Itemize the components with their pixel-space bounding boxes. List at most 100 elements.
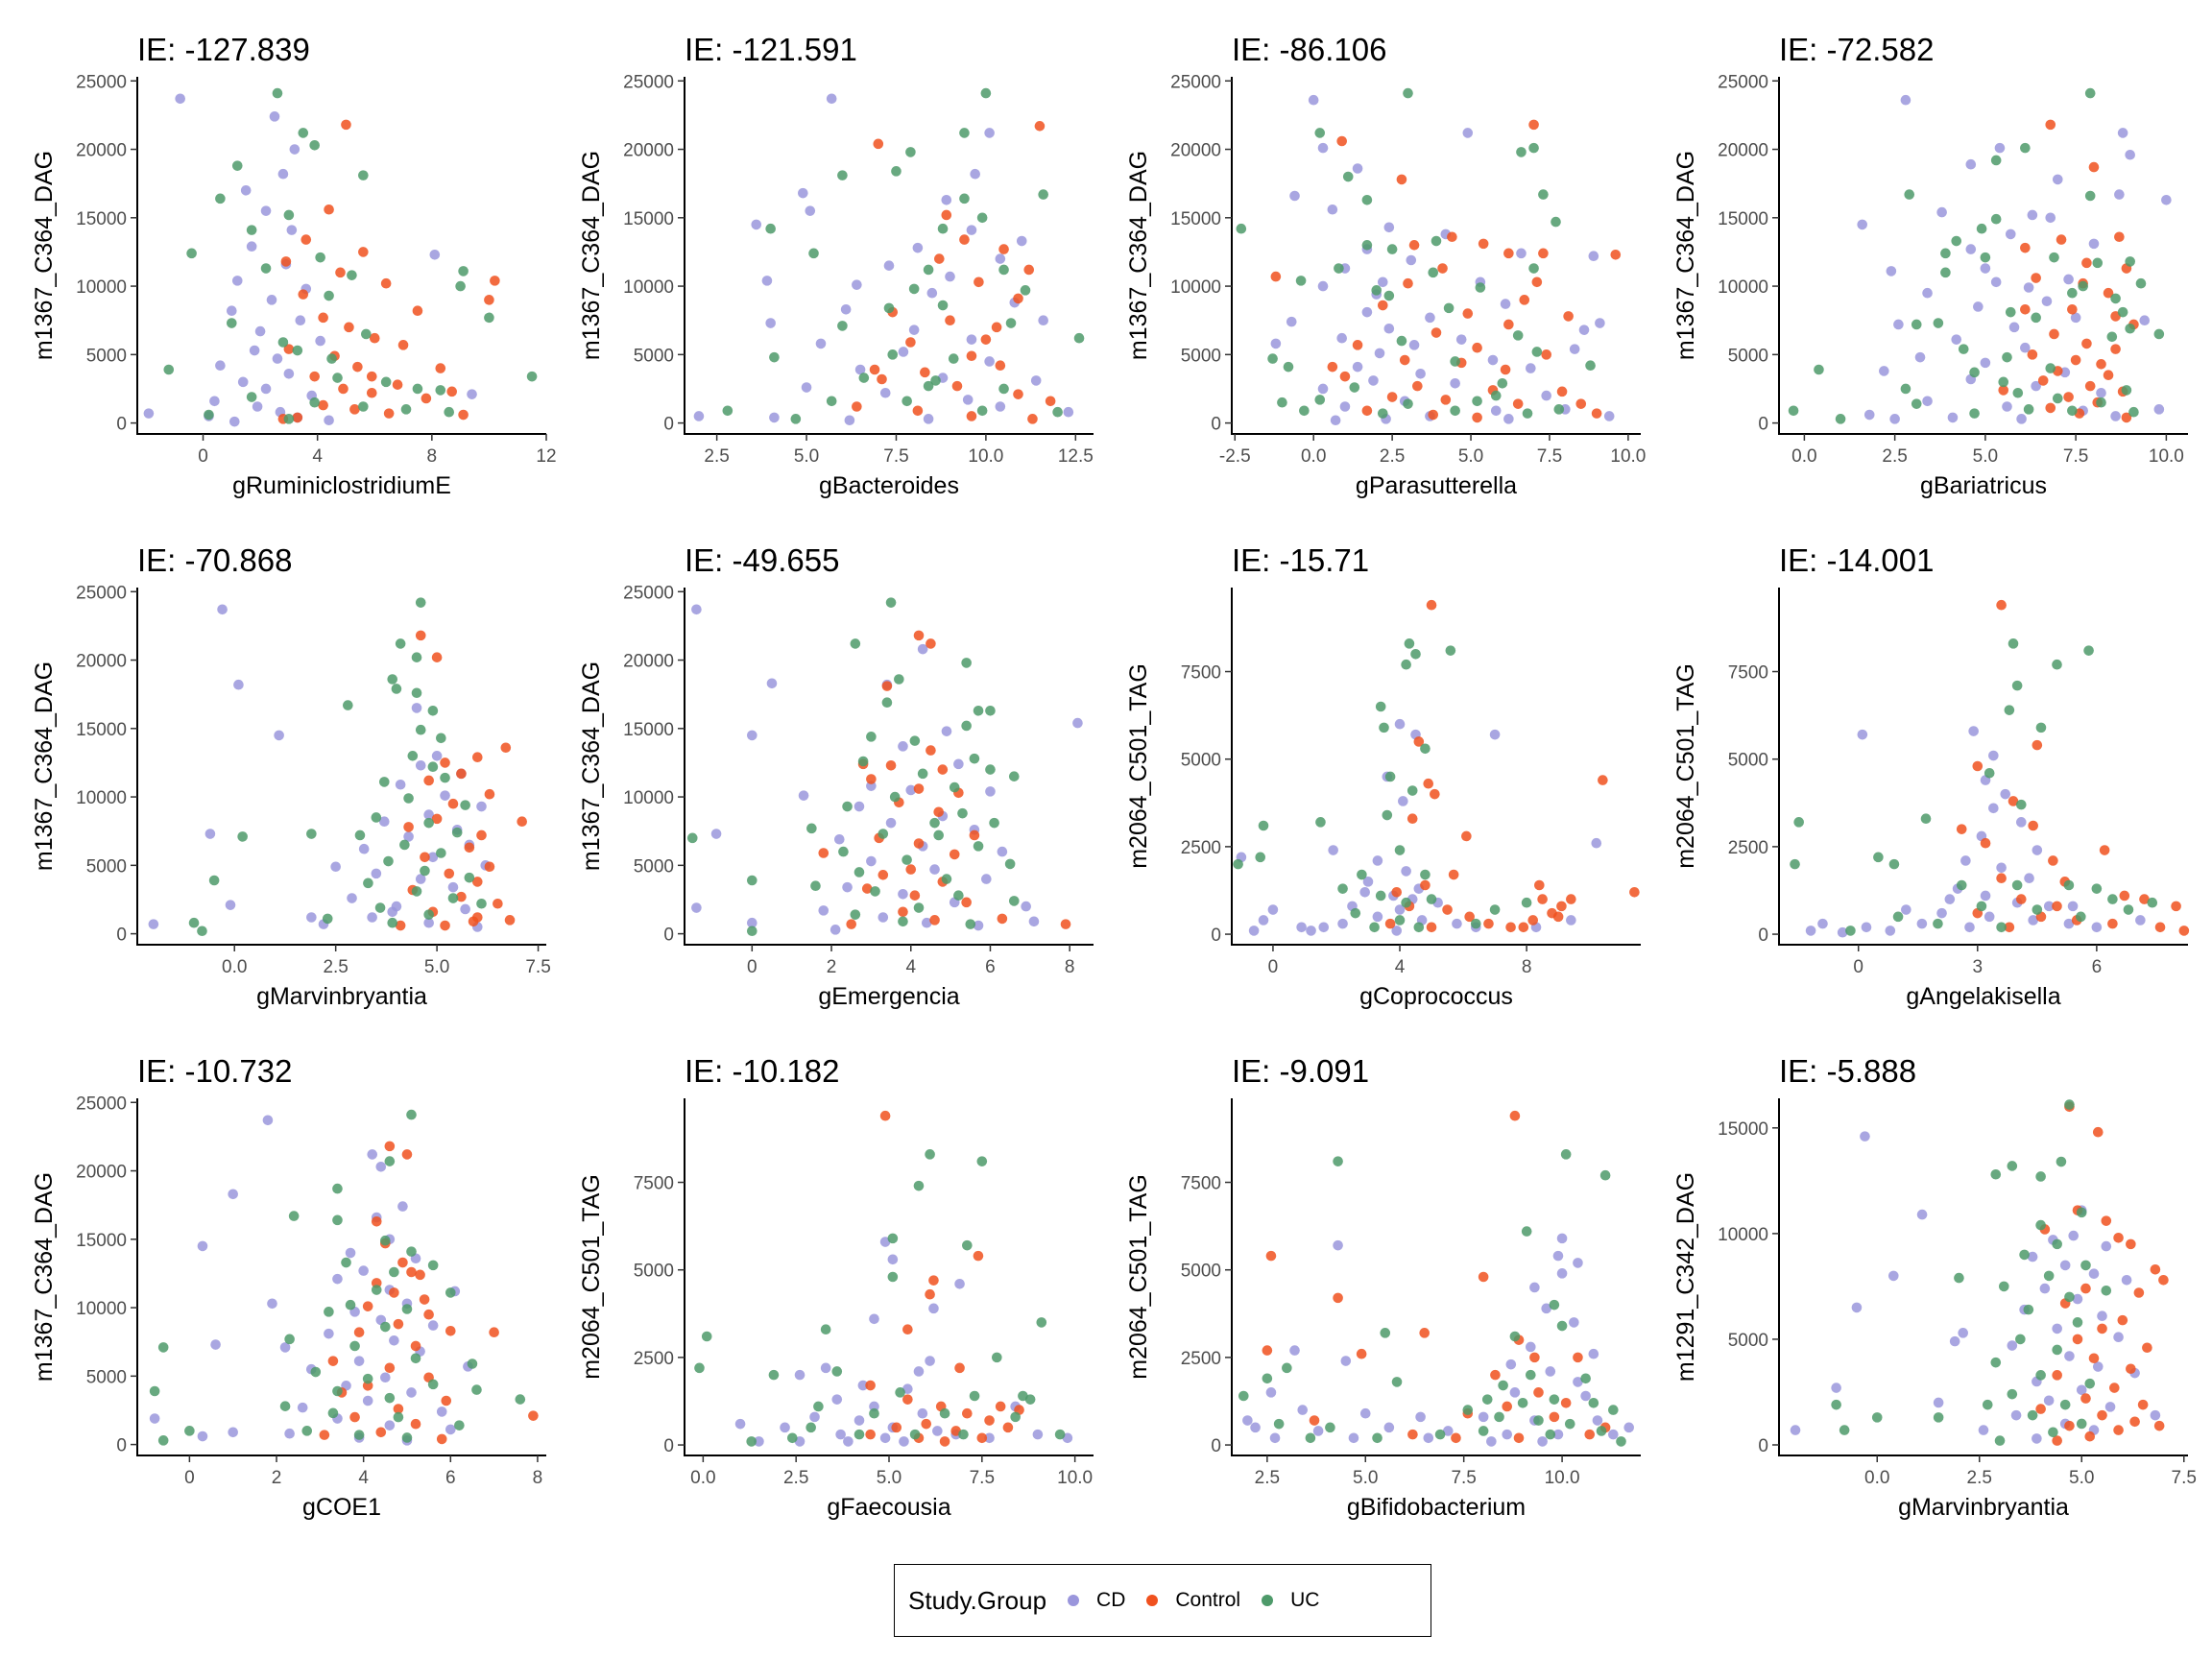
data-point <box>865 1380 876 1391</box>
data-point <box>1892 911 1904 923</box>
data-point <box>228 416 240 427</box>
data-point <box>362 1301 373 1311</box>
data-point <box>701 1331 712 1342</box>
data-point <box>1538 189 1549 200</box>
data-point <box>1289 1345 1300 1356</box>
data-point <box>1973 301 1984 312</box>
data-point <box>2032 739 2043 751</box>
data-point <box>225 900 236 910</box>
x-tick-label: 7.5 <box>970 1468 995 1488</box>
data-point <box>805 205 816 216</box>
data-point <box>411 886 422 897</box>
data-point <box>441 1395 452 1407</box>
data-point <box>1428 409 1439 421</box>
data-point <box>332 373 343 383</box>
data-point <box>2092 1361 2104 1372</box>
data-point <box>1352 361 1363 373</box>
data-point <box>902 1324 913 1335</box>
x-axis-label: gAngelakisella <box>1906 983 2060 1010</box>
data-point <box>423 775 434 786</box>
data-point <box>2020 142 2031 154</box>
data-point <box>869 1401 879 1412</box>
data-point <box>1034 121 1046 132</box>
y-tick-label: 25000 <box>76 1094 127 1114</box>
data-point <box>1333 1156 1343 1166</box>
data-point <box>1258 820 1269 831</box>
data-point <box>1420 869 1431 880</box>
data-point <box>1573 1258 1583 1268</box>
data-point <box>406 1266 417 1278</box>
data-point <box>292 412 303 423</box>
data-point <box>1545 1366 1556 1377</box>
data-point <box>998 383 1009 395</box>
data-point <box>1566 915 1576 926</box>
data-point <box>989 817 999 829</box>
data-point <box>2092 257 2104 269</box>
data-point <box>2049 252 2059 263</box>
data-point <box>1013 389 1023 399</box>
data-point <box>1023 264 1035 276</box>
data-point <box>384 1392 396 1404</box>
data-point <box>1588 1397 1599 1408</box>
data-point <box>204 409 214 421</box>
data-point <box>1988 803 1999 814</box>
data-point <box>1394 718 1406 730</box>
data-point <box>269 111 280 122</box>
data-point <box>1314 395 1326 405</box>
data-point <box>879 1432 891 1444</box>
data-point <box>436 1407 447 1417</box>
y-tick-label: 5000 <box>86 856 127 877</box>
data-point <box>1831 1382 1841 1393</box>
data-point <box>885 597 897 608</box>
data-point <box>1406 254 1417 266</box>
data-point <box>2117 306 2128 318</box>
x-tick-label: 5.0 <box>1353 1468 1378 1488</box>
data-point <box>484 295 494 305</box>
scatter-panel-4: IE: -72.582 0 5000 10000 15000 20000 25000 0.0 2… <box>1672 32 2188 499</box>
data-point <box>961 720 972 732</box>
x-tick-label: 0 <box>1853 957 1863 977</box>
data-point <box>2153 1420 2165 1431</box>
data-point <box>358 170 369 180</box>
data-point <box>403 831 414 842</box>
data-point <box>2032 904 2043 915</box>
data-point <box>277 168 289 180</box>
data-point <box>2043 901 2055 912</box>
y-tick-label: 7500 <box>1728 663 1768 684</box>
data-point <box>354 830 366 841</box>
legend-item-uc: UC <box>1262 1589 1319 1612</box>
series-uc <box>694 1149 1066 1447</box>
data-point <box>209 396 220 407</box>
scatter-panel-7: IE: -15.71 0 2500 5000 7500 0 4 8 gCoprococcus m2… <box>1125 542 1641 1010</box>
data-point <box>2091 883 2103 894</box>
data-point <box>941 874 952 884</box>
data-point <box>1296 922 1307 933</box>
data-point <box>2121 412 2132 423</box>
data-point <box>389 1287 399 1298</box>
data-point <box>1879 366 1889 376</box>
data-point <box>421 393 432 404</box>
data-point <box>1072 717 1083 729</box>
data-point <box>1238 1390 1249 1402</box>
data-point <box>1596 1426 1607 1436</box>
data-point <box>1073 332 1085 344</box>
data-point <box>1383 290 1395 301</box>
data-point <box>1922 396 1933 407</box>
data-point <box>751 219 762 230</box>
data-point <box>1399 354 1410 366</box>
data-point <box>2119 890 2130 902</box>
data-point <box>217 604 228 615</box>
data-point <box>925 1356 935 1366</box>
data-point <box>2035 1370 2046 1381</box>
data-point <box>933 806 944 818</box>
data-point <box>401 1149 413 1160</box>
data-point <box>2096 359 2106 370</box>
data-point <box>844 415 855 426</box>
data-point <box>1790 1425 1801 1435</box>
data-point <box>2178 926 2190 936</box>
data-point <box>883 302 895 314</box>
data-point <box>1569 1317 1579 1328</box>
data-point <box>1978 1425 1989 1435</box>
data-point <box>2084 1378 2096 1389</box>
x-axis-label: gParasutterella <box>1356 472 1517 499</box>
